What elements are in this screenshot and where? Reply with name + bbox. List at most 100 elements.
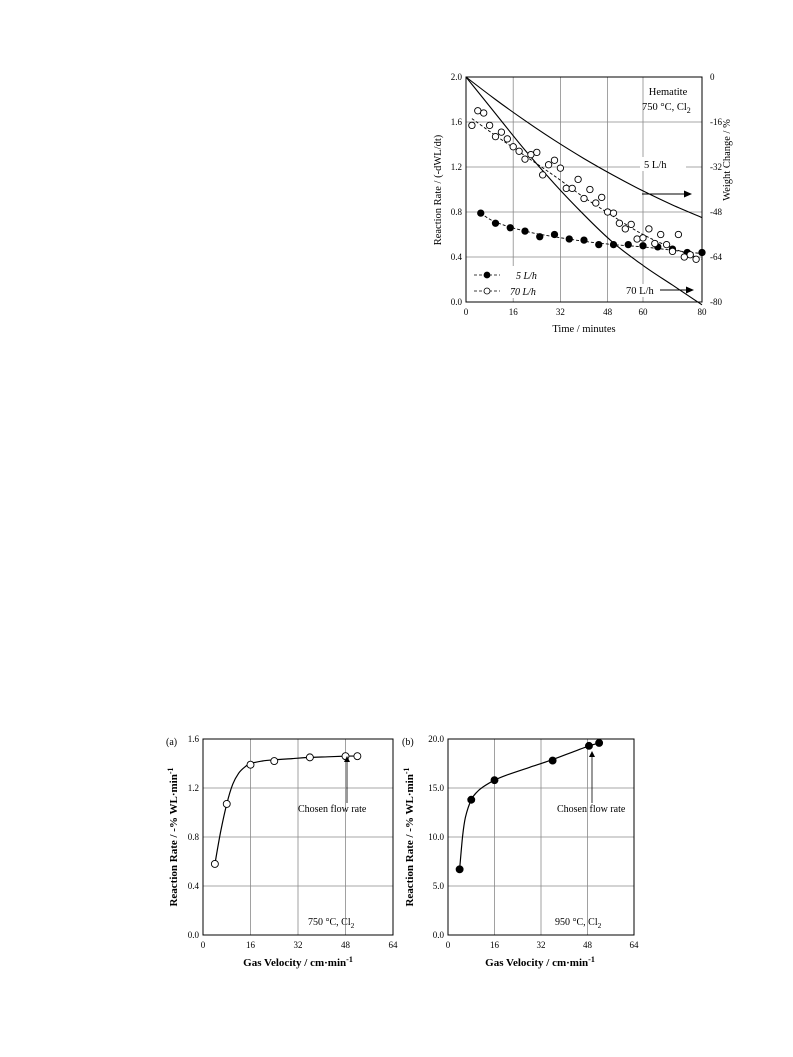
- figure-2b-y-axis-label: Reaction Rate / -% WL·min-1: [402, 767, 416, 906]
- y2-tick-label: -32: [710, 162, 722, 172]
- figure-2a-chosen-flow-rate-arrowhead: [344, 756, 350, 762]
- y-tick-label: 1.6: [188, 734, 200, 744]
- x-tick-label: 64: [630, 940, 640, 950]
- data-point: [574, 175, 582, 184]
- weight-change-curve: [465, 76, 703, 219]
- figure-2a-condition-label: 750 °C, Cl2: [308, 917, 355, 930]
- figure-2a-chosen-flow-rate-label: Chosen flow rate: [298, 804, 367, 815]
- condition-text: 750 °C, Cl: [308, 917, 351, 928]
- data-point: [586, 185, 594, 194]
- data-point: [592, 199, 600, 207]
- figure-2a-plot-frame: [202, 738, 394, 936]
- condition-subscript: 2: [351, 921, 355, 930]
- data-point: [550, 156, 559, 164]
- data-point: [657, 230, 665, 239]
- weight-change-curve: [465, 76, 703, 306]
- x-tick-label: 16: [490, 940, 500, 950]
- x-tick-label: 48: [603, 307, 613, 317]
- curve-label-70lh-background: [623, 284, 661, 297]
- figure-1-annotation-condition: 750 °C, Cl2: [642, 102, 691, 115]
- condition-subscript: 2: [598, 921, 602, 930]
- x-label-sup: -1: [346, 955, 353, 964]
- data-point: [491, 132, 500, 141]
- data-point: [497, 128, 506, 136]
- data-point: [565, 235, 573, 243]
- figure-2a-panel-label: (a): [166, 737, 177, 748]
- figure-2b-data-points: [455, 738, 604, 874]
- rate-fit-curve: [480, 212, 703, 255]
- x-tick-label: 16: [246, 940, 256, 950]
- data-point: [491, 219, 500, 227]
- data-point: [639, 242, 647, 250]
- figure-2a-data-points: [210, 752, 362, 868]
- legend-label-70lh: 70 L/h: [510, 287, 536, 298]
- y-tick-label: 1.6: [451, 117, 463, 127]
- data-point: [521, 155, 529, 163]
- figure-2a-tick-labels: 0 16 32 48 64 0.0 0.4 0.8 1.2 1.6: [188, 734, 398, 950]
- y-tick-label: 0.0: [451, 297, 463, 307]
- x-tick-label: 0: [446, 940, 451, 950]
- data-point: [627, 220, 635, 229]
- figure-2a-x-axis-label: Gas Velocity / cm·min-1: [243, 955, 353, 969]
- data-point: [548, 756, 557, 765]
- data-point: [609, 209, 618, 217]
- figure-2b-gridlines: [448, 739, 634, 935]
- data-point: [539, 171, 547, 179]
- figure-1-x-axis-label: Time / minutes: [552, 324, 615, 335]
- data-point: [686, 251, 694, 259]
- data-point: [645, 225, 653, 233]
- data-point: [515, 147, 523, 155]
- y2-tick-label: -16: [710, 117, 722, 127]
- y-tick-label: 0.0: [188, 930, 200, 940]
- data-point: [595, 738, 604, 747]
- y-label-text: Reaction Rate / -% WL·min: [168, 774, 180, 906]
- figure-2a-gridlines: [203, 739, 393, 935]
- data-point: [615, 219, 624, 227]
- data-point: [503, 135, 511, 143]
- y-tick-label: 5.0: [433, 881, 445, 891]
- y-label-sup: -1: [166, 767, 175, 774]
- figure-1-curve-label-70lh: 70 L/h: [626, 286, 654, 297]
- data-point: [536, 233, 544, 241]
- data-point: [506, 224, 514, 232]
- x-tick-label: 48: [341, 940, 351, 950]
- data-point: [246, 760, 255, 769]
- data-point: [585, 741, 593, 750]
- figure-2b-plot-frame: [447, 738, 635, 936]
- x-tick-label: 32: [537, 940, 546, 950]
- data-point: [509, 143, 517, 151]
- legend-marker-open: [483, 287, 491, 295]
- x-tick-label: 0: [464, 307, 469, 317]
- y2-tick-label: -48: [710, 207, 722, 217]
- x-tick-label: 32: [294, 940, 303, 950]
- figure-1-tick-labels: 0 16 32 48 60 80 0.0 0.4 0.8 1.2 1.6 2.0 0 -16 -32 -48 -…: [451, 72, 723, 317]
- curve-5lh-arrowhead: [684, 190, 692, 198]
- data-point: [651, 239, 659, 248]
- data-point: [533, 148, 541, 157]
- figure-1-annotation-title: Hematite: [649, 87, 688, 98]
- x-tick-label: 32: [556, 307, 565, 317]
- data-point: [674, 230, 683, 239]
- data-point: [490, 776, 499, 785]
- data-point: [621, 225, 629, 233]
- y-tick-label: 0.4: [188, 881, 200, 891]
- data-point: [550, 230, 559, 239]
- data-point: [270, 757, 279, 765]
- figure-1-data-points: [468, 107, 706, 263]
- y2-tick-label: -64: [710, 252, 722, 262]
- data-point: [467, 795, 476, 804]
- data-point: [609, 240, 618, 249]
- figure-1-y-axis-label: Reaction Rate / (-dWL/dt): [433, 134, 444, 245]
- y-tick-label: 1.2: [188, 783, 199, 793]
- legend-marker-filled: [483, 271, 491, 279]
- y-tick-label: 15.0: [428, 783, 444, 793]
- legend-background: [470, 266, 546, 298]
- data-point: [480, 109, 488, 117]
- y-tick-label: 10.0: [428, 832, 444, 842]
- data-point: [568, 184, 576, 193]
- data-point: [455, 865, 464, 874]
- data-point: [477, 209, 485, 217]
- figure-1-reaction-rate-vs-time: 0 16 32 48 60 80 0.0 0.4 0.8 1.2 1.6 2.0 0 -16 -32 -48 -…: [433, 72, 733, 335]
